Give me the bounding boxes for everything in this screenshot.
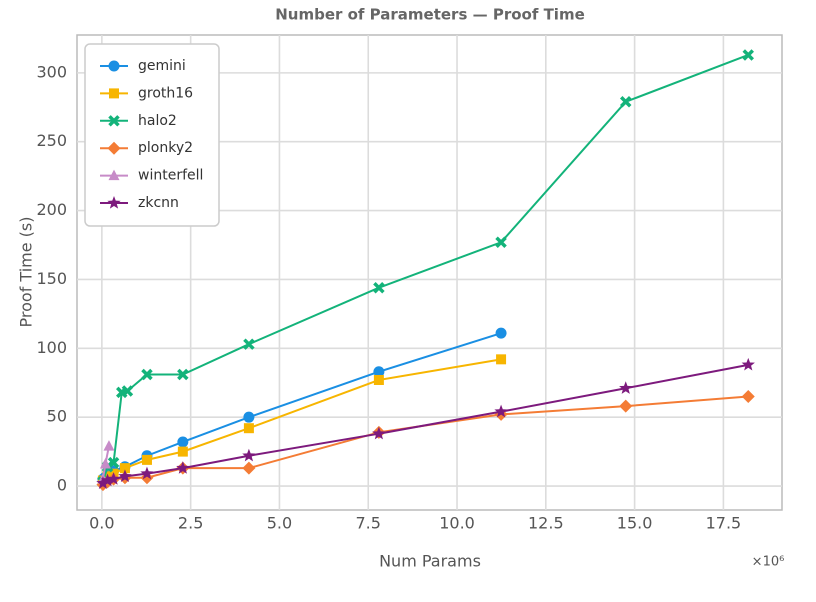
marker <box>100 473 115 487</box>
x-tick-label: 7.5 <box>356 514 381 533</box>
chart-title: Number of Parameters — Proof Time <box>275 6 585 24</box>
marker <box>99 458 111 469</box>
legend-label: plonky2 <box>138 140 193 156</box>
marker <box>495 327 507 339</box>
marker <box>619 399 633 413</box>
marker <box>103 440 115 451</box>
marker <box>494 404 508 418</box>
marker <box>496 354 507 365</box>
y-tick-label: 50 <box>47 407 67 426</box>
marker <box>373 374 384 385</box>
marker <box>141 454 152 465</box>
x-tick-label: 5.0 <box>267 514 292 533</box>
x-tick-label: 10.0 <box>439 514 475 533</box>
legend-label: gemini <box>138 58 186 74</box>
marker <box>741 390 755 404</box>
x-tick-label: 15.0 <box>617 514 653 533</box>
marker <box>495 236 507 249</box>
marker <box>177 446 188 457</box>
y-tick-label: 200 <box>36 200 67 219</box>
marker <box>106 472 121 485</box>
marker <box>108 115 120 127</box>
x-tick-label: 2.5 <box>178 514 203 533</box>
marker <box>742 49 754 61</box>
marker <box>121 385 134 397</box>
marker <box>107 141 121 155</box>
y-tick-label: 300 <box>36 62 67 81</box>
marker <box>243 411 255 423</box>
marker <box>107 456 120 469</box>
marker <box>96 476 110 489</box>
y-tick-label: 0 <box>57 476 67 495</box>
x-axis-label: Num Params <box>379 552 481 571</box>
marker <box>243 338 255 350</box>
marker <box>119 463 130 474</box>
x-tick-label: 0.0 <box>89 514 114 533</box>
y-axis-label: Proof Time (s) <box>17 217 36 328</box>
marker <box>242 448 256 462</box>
legend-label: winterfell <box>138 168 203 184</box>
marker <box>177 368 189 381</box>
marker <box>108 60 120 72</box>
marker <box>741 357 755 371</box>
legend-label: halo2 <box>138 113 177 129</box>
x-tick-label: 17.5 <box>706 514 742 533</box>
marker <box>373 281 385 294</box>
marker <box>373 366 385 378</box>
y-tick-label: 250 <box>36 131 67 150</box>
marker <box>243 423 254 434</box>
legend-label: groth16 <box>138 85 193 101</box>
marker <box>118 469 132 483</box>
y-tick-label: 100 <box>36 338 67 357</box>
marker <box>109 88 119 99</box>
marker <box>141 368 153 381</box>
marker <box>140 466 154 480</box>
marker <box>176 461 190 474</box>
x-tick-label: 12.5 <box>528 514 564 533</box>
marker <box>372 426 386 440</box>
legend-label: zkcnn <box>138 195 179 211</box>
y-tick-label: 150 <box>36 269 67 288</box>
marker <box>619 381 633 394</box>
marker <box>177 436 189 448</box>
marker <box>619 96 632 108</box>
marker <box>242 461 256 475</box>
marker <box>107 196 121 209</box>
x-scale-label: ×10⁶ <box>752 555 785 570</box>
marker <box>108 169 120 181</box>
